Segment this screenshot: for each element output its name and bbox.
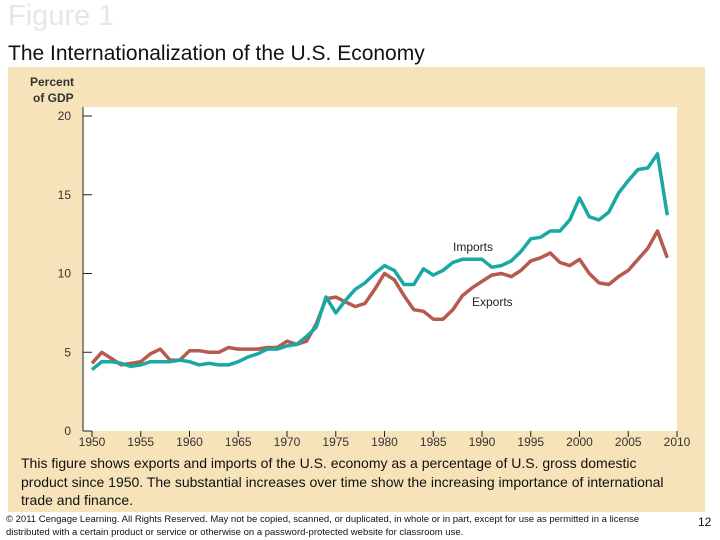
x-tick-label: 1980	[371, 435, 398, 449]
x-tick-label: 1960	[176, 435, 203, 449]
y-tick-label: 10	[58, 267, 72, 281]
y-tick-label: 15	[58, 188, 72, 202]
series-label-imports: Imports	[453, 240, 493, 254]
x-tick-label: 2010	[664, 435, 691, 449]
y-tick-label: 20	[58, 109, 72, 123]
x-tick-label: 1975	[322, 435, 349, 449]
y-tick-label: 5	[64, 345, 71, 359]
page-number: 12	[698, 515, 712, 529]
y-tick-label: 0	[64, 424, 71, 438]
copyright-footer: © 2011 Cengage Learning. All Rights Rese…	[6, 514, 640, 538]
x-tick-label: 1955	[127, 435, 154, 449]
series-line-imports	[90, 152, 670, 371]
x-tick-label: 1965	[225, 435, 252, 449]
figure-label: Figure 1	[8, 0, 115, 32]
x-tick-label: 1950	[79, 435, 106, 449]
y-axis-label: Percent	[30, 75, 74, 89]
slide-title: The Internationalization of the U.S. Eco…	[8, 42, 425, 65]
y-axis-label: of GDP	[33, 91, 74, 105]
figure-caption: This figure shows exports and imports of…	[21, 455, 664, 508]
x-tick-label: 1990	[469, 435, 496, 449]
series-label-exports: Exports	[472, 295, 513, 309]
series-line-exports	[90, 229, 669, 367]
x-tick-label: 1985	[420, 435, 447, 449]
x-tick-label: 2000	[566, 435, 593, 449]
x-tick-label: 1970	[274, 435, 301, 449]
x-tick-label: 1995	[517, 435, 544, 449]
x-tick-label: 2005	[615, 435, 642, 449]
